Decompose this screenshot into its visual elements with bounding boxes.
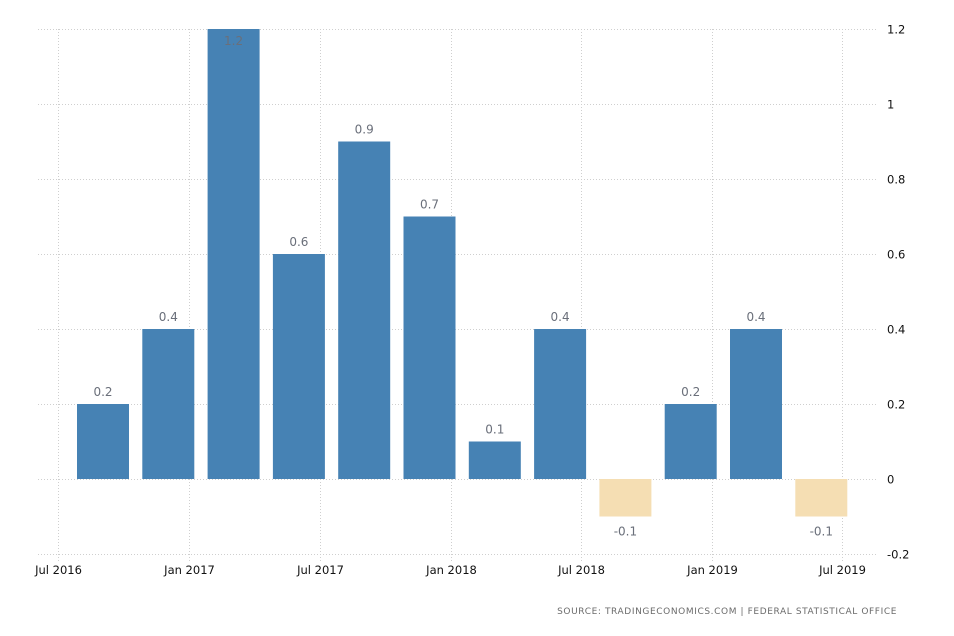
data-label: 0.2 <box>681 385 700 399</box>
x-tick-label: Jan 2019 <box>686 563 738 577</box>
bar-q2-2019[interactable] <box>795 479 848 517</box>
x-tick-label: Jul 2016 <box>34 563 82 577</box>
bar-q2-2017[interactable] <box>272 254 325 479</box>
bar-q3-2018[interactable] <box>599 479 652 517</box>
x-tick-label: Jan 2017 <box>163 563 215 577</box>
y-axis: 1.2 1 0.8 0.6 0.4 0.2 0 -0.2 <box>887 23 909 562</box>
x-tick-label: Jan 2018 <box>425 563 477 577</box>
data-label: 0.9 <box>355 123 374 137</box>
y-tick-label: 0.4 <box>887 323 905 337</box>
y-tick-label: 1 <box>887 98 894 112</box>
bar-q3-2017[interactable] <box>338 141 391 480</box>
data-label: 0.4 <box>746 310 765 324</box>
bar-q1-2018[interactable] <box>468 441 521 480</box>
y-tick-label: -0.2 <box>887 548 909 562</box>
y-tick-label: 0 <box>887 473 894 487</box>
bar-q2-2018[interactable] <box>534 329 587 479</box>
data-label: -0.1 <box>810 525 833 539</box>
bar-q1-2019[interactable] <box>730 329 782 479</box>
data-label: 0.4 <box>551 310 570 324</box>
y-tick-label: 0.2 <box>887 398 905 412</box>
data-label: -0.1 <box>614 525 637 539</box>
x-tick-label: Jul 2018 <box>557 563 605 577</box>
bar-q4-2016[interactable] <box>142 329 195 479</box>
bar-q1-2017[interactable] <box>207 29 260 479</box>
data-label: 1.2 <box>224 34 243 48</box>
data-label: 0.7 <box>420 198 439 212</box>
data-label: 0.6 <box>289 235 308 249</box>
bar-series <box>77 29 848 517</box>
x-tick-label: Jul 2017 <box>296 563 344 577</box>
y-tick-label: 0.8 <box>887 173 905 187</box>
y-tick-label: 0.6 <box>887 248 905 262</box>
bar-q4-2017[interactable] <box>403 216 456 480</box>
x-axis: Jul 2016 Jan 2017 Jul 2017 Jan 2018 Jul 2018… <box>34 563 866 577</box>
source-note: SOURCE: TRADINGECONOMICS.COM | FEDERAL S… <box>557 607 897 617</box>
x-tick-label: Jul 2019 <box>818 563 866 577</box>
bar-q4-2018[interactable] <box>664 404 717 479</box>
data-labels: 0.2 0.4 1.2 0.6 0.9 0.7 0.1 0.4 -0.1 0.2 0.4 -0.1 <box>93 34 833 539</box>
y-tick-label: 1.2 <box>887 23 905 37</box>
data-label: 0.4 <box>159 310 178 324</box>
bar-q3-2016[interactable] <box>77 404 129 479</box>
data-label: 0.1 <box>485 423 504 437</box>
data-label: 0.2 <box>93 385 112 399</box>
